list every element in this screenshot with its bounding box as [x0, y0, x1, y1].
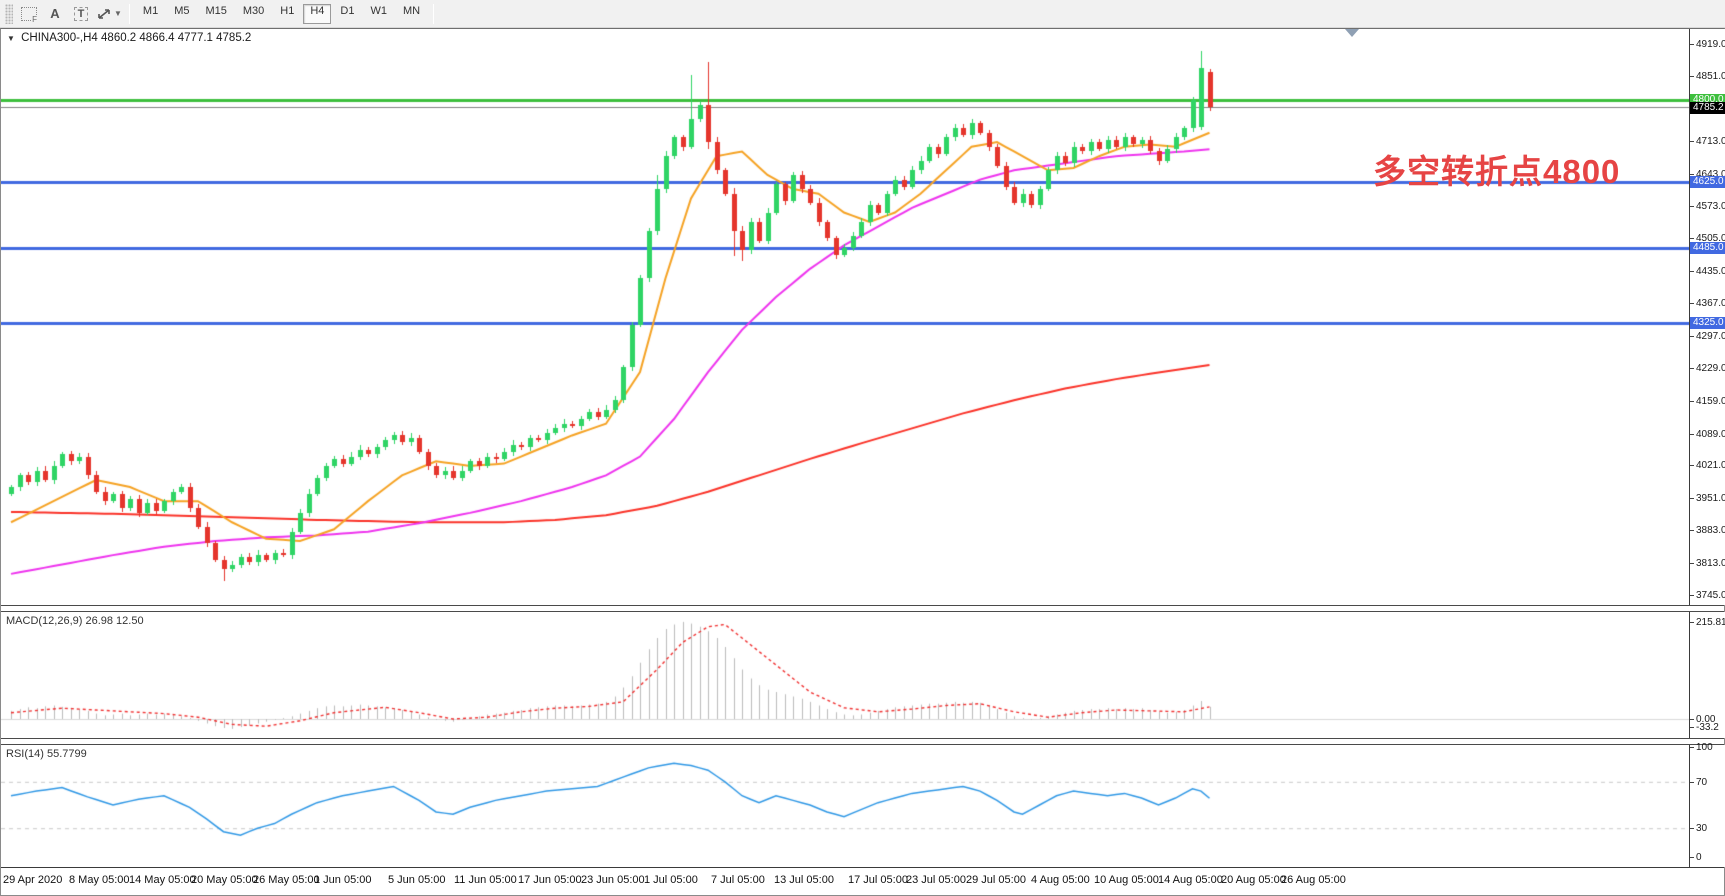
dropdown-caret-icon: ▼	[114, 9, 122, 18]
symbol-dropdown-caret-icon[interactable]: ▼	[7, 34, 15, 43]
main-price-panel: ▼ CHINA300-,H4 4860.2 4866.4 4777.1 4785…	[1, 29, 1725, 605]
date-label: 5 Jun 05:00	[388, 874, 446, 886]
price-tick: 4573.0	[1690, 201, 1725, 212]
rsi-canvas[interactable]	[1, 745, 1689, 867]
date-label: 26 May 05:00	[253, 874, 320, 886]
current-price-tag: 4785.2	[1690, 101, 1725, 114]
price-tick: 4435.0	[1690, 266, 1725, 277]
plot-right-border	[1689, 29, 1690, 605]
price-tick: 4159.0	[1690, 396, 1725, 407]
chart-shift-marker-icon[interactable]	[1345, 29, 1359, 37]
macd-panel: MACD(12,26,9) 26.98 12.50 215.81 0.00 -33.…	[1, 612, 1725, 738]
price-tick: 3883.0	[1690, 525, 1725, 536]
price-tick: 4919.0	[1690, 39, 1725, 50]
rsi-tick: 100	[1690, 742, 1725, 753]
date-label: 20 May 05:00	[191, 874, 258, 886]
date-label: 17 Jul 05:00	[848, 874, 908, 886]
date-label: 17 Jun 05:00	[518, 874, 582, 886]
rsi-panel: RSI(14) 55.7799 100 70 30 0	[1, 742, 1725, 867]
plot-right-border	[1689, 745, 1690, 867]
rsi-tick: 70	[1690, 777, 1725, 788]
chart-title: ▼ CHINA300-,H4 4860.2 4866.4 4777.1 4785…	[7, 32, 251, 44]
panel-separator[interactable]	[1, 605, 1724, 612]
hline-price-tag: 4485.0	[1690, 241, 1725, 254]
date-label: 11 Jun 05:00	[454, 874, 517, 886]
timeframe-button-m30[interactable]: M30	[242, 4, 265, 17]
chart-window: ▼ CHINA300-,H4 4860.2 4866.4 4777.1 4785…	[0, 28, 1725, 896]
price-chart-canvas[interactable]	[1, 29, 1689, 605]
rsi-axis[interactable]: 100 70 30 0	[1690, 742, 1725, 867]
price-tick: 3813.0	[1690, 558, 1725, 569]
price-tick: 4851.0	[1690, 71, 1725, 82]
date-label: 1 Jul 05:00	[644, 874, 698, 886]
price-tick: 4021.0	[1690, 460, 1725, 471]
date-label: 7 Jul 05:00	[711, 874, 765, 886]
chart-ohlc-values: 4860.2 4866.4 4777.1 4785.2	[101, 32, 252, 44]
price-tick: 4367.0	[1690, 298, 1725, 309]
text-box-tool-button[interactable]: T	[69, 3, 93, 25]
price-tick: 4089.0	[1690, 429, 1725, 440]
price-axis[interactable]: 4919.0 4851.0 4713.0 4643.0 4573.0 4505.0 4435…	[1690, 29, 1725, 605]
rsi-indicator-label: RSI(14) 55.7799	[6, 748, 87, 760]
timeframe-button-h1[interactable]: H1	[280, 4, 295, 17]
date-label: 23 Jun 05:00	[581, 874, 645, 886]
date-label: 1 Jun 05:00	[314, 874, 372, 886]
chart-symbol-period: CHINA300-,H4	[21, 32, 98, 44]
timeframe-button-m5[interactable]: M5	[174, 4, 190, 17]
macd-indicator-label: MACD(12,26,9) 26.98 12.50	[6, 615, 144, 627]
date-label: 14 Aug 05:00	[1158, 874, 1223, 886]
date-label: 29 Apr 2020	[3, 874, 63, 886]
date-label: 8 May 05:00	[69, 874, 130, 886]
panel-separator[interactable]	[1, 738, 1724, 745]
top-toolbar: F A T ▼ M1 M5 M15 M30 H1 H4 D1 W1 MN	[0, 0, 1725, 28]
timeframe-button-h4[interactable]: H4	[303, 3, 332, 24]
macd-canvas[interactable]	[1, 612, 1689, 738]
letter-a-icon: A	[50, 6, 60, 21]
chart-annotation-text[interactable]: 多空转折点4800	[1373, 153, 1621, 190]
date-label: 13 Jul 05:00	[774, 874, 834, 886]
macd-tick: -33.2	[1690, 722, 1725, 733]
price-tick: 4643.0	[1690, 169, 1725, 180]
timeframe-button-m1[interactable]: M1	[142, 4, 159, 17]
price-tick: 4297.0	[1690, 331, 1725, 342]
timeframe-button-w1[interactable]: W1	[370, 4, 387, 17]
hline-price-tag: 4325.0	[1690, 316, 1725, 329]
toolbar-separator	[433, 3, 435, 24]
timeframe-button-m15[interactable]: M15	[205, 4, 227, 17]
price-tick: 4713.0	[1690, 136, 1725, 147]
date-label: 4 Aug 05:00	[1031, 874, 1090, 886]
hline-price-tag: 4625.0	[1690, 176, 1725, 188]
letter-t-icon: T	[73, 6, 89, 21]
macd-axis[interactable]: 215.81 0.00 -33.2	[1690, 612, 1725, 738]
date-label: 29 Jul 05:00	[966, 874, 1026, 886]
price-tick: 4505.0	[1690, 233, 1725, 244]
rsi-tick: 0	[1690, 852, 1725, 863]
price-tick: 3745.0	[1690, 590, 1725, 601]
text-label-tool-button[interactable]: A	[43, 3, 67, 25]
date-label: 23 Jul 05:00	[906, 874, 966, 886]
date-label: 26 Aug 05:00	[1281, 874, 1346, 886]
timeframe-button-d1[interactable]: D1	[340, 4, 355, 17]
date-label: 14 May 05:00	[129, 874, 196, 886]
diagonal-arrows-icon	[98, 8, 110, 19]
date-label: 10 Aug 05:00	[1094, 874, 1159, 886]
toolbar-grip[interactable]	[5, 3, 13, 24]
line-studies-button[interactable]: ▼	[95, 3, 123, 25]
rsi-tick: 30	[1690, 823, 1725, 834]
timeframe-button-mn[interactable]: MN	[402, 4, 421, 17]
plot-right-border	[1689, 612, 1690, 738]
macd-tick: 215.81	[1690, 617, 1725, 628]
timeframe-toolbar: M1 M5 M15 M30 H1 H4 D1 W1 MN	[135, 3, 428, 24]
price-tick: 3951.0	[1690, 493, 1725, 504]
time-axis[interactable]: 29 Apr 2020 8 May 05:00 14 May 05:00 20 May…	[1, 867, 1724, 895]
price-tick: 4229.0	[1690, 363, 1725, 374]
macd-tick: 0.00	[1690, 714, 1725, 725]
dotted-grid-f-icon[interactable]: F	[17, 3, 41, 25]
toolbar-separator	[128, 3, 130, 24]
date-label: 20 Aug 05:00	[1221, 874, 1286, 886]
